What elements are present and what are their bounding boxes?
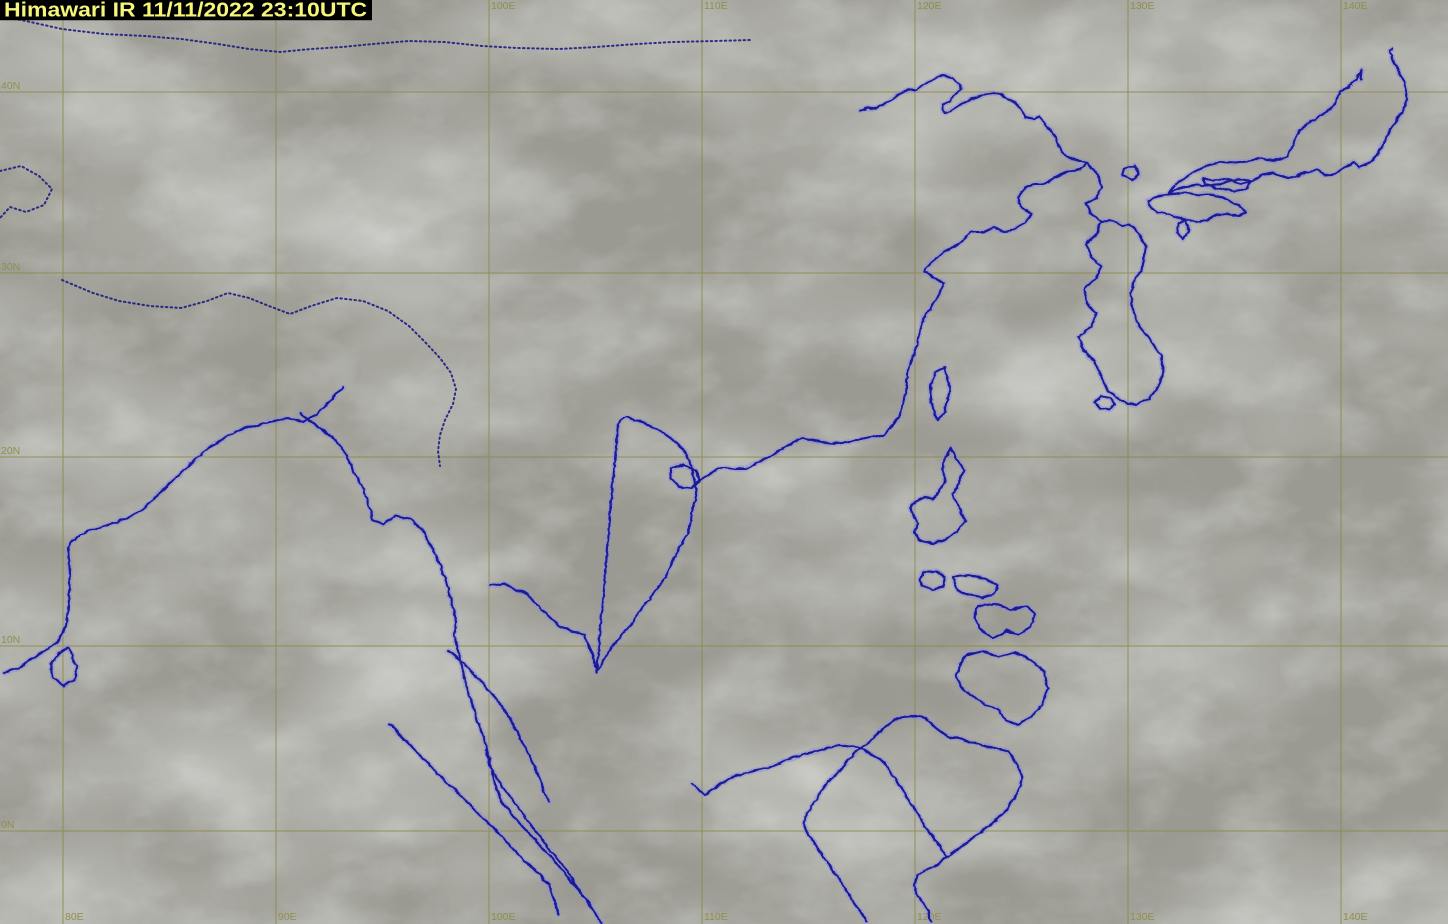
svg-text:0N: 0N: [1, 819, 14, 831]
svg-text:110E: 110E: [704, 911, 728, 923]
svg-text:110E: 110E: [704, 0, 728, 12]
svg-text:130E: 130E: [1130, 911, 1155, 923]
svg-text:20N: 20N: [1, 445, 20, 457]
svg-text:120E: 120E: [917, 0, 942, 12]
svg-text:40N: 40N: [1, 80, 20, 92]
svg-text:90E: 90E: [278, 911, 297, 923]
svg-text:140E: 140E: [1343, 911, 1368, 923]
svg-text:100E: 100E: [491, 911, 516, 923]
svg-text:80E: 80E: [65, 911, 84, 923]
svg-text:10N: 10N: [1, 634, 20, 646]
svg-text:140E: 140E: [1343, 0, 1368, 12]
svg-text:130E: 130E: [1130, 0, 1155, 12]
svg-text:100E: 100E: [491, 0, 516, 12]
svg-text:30N: 30N: [1, 261, 20, 273]
